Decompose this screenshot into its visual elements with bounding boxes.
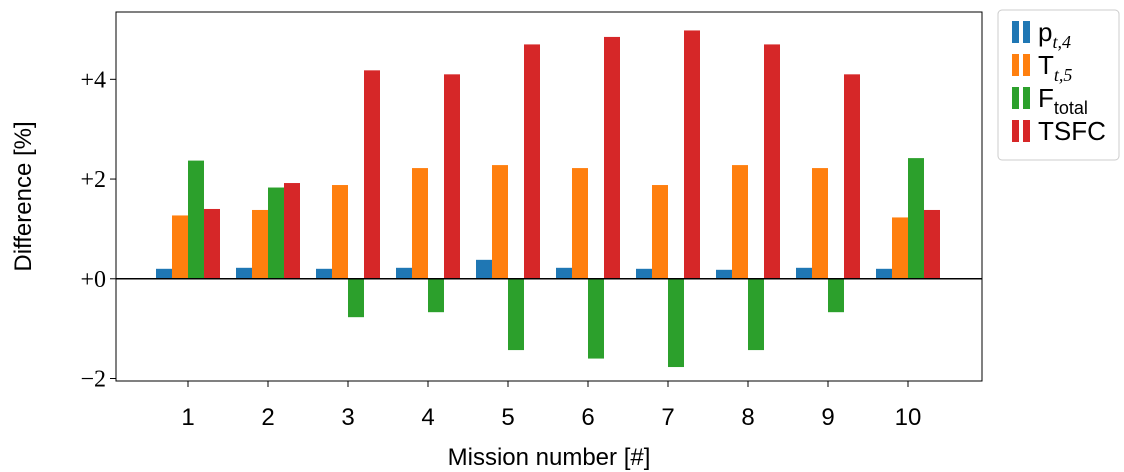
bar-f-total-mission-5 (508, 278, 524, 351)
x-axis-label: Mission number [#] (448, 444, 651, 471)
x-tick-label: 9 (821, 404, 834, 431)
bar-t-t-5-mission-3 (332, 185, 348, 279)
legend-swatch-f-total (1012, 87, 1019, 109)
x-tick-label: 7 (661, 404, 674, 431)
y-tick-label: +2 (80, 167, 106, 193)
bar-tsfc-mission-4 (444, 74, 460, 279)
bar-tsfc-mission-1 (204, 208, 220, 279)
bar-f-total-mission-9 (828, 278, 844, 313)
y-tick-label: −2 (80, 367, 106, 393)
x-tick-label: 4 (421, 404, 434, 431)
legend-swatch-f-total (1023, 87, 1030, 109)
bar-f-total-mission-4 (428, 278, 444, 313)
bar-t-t-5-mission-2 (252, 209, 268, 279)
bar-t-t-5-mission-1 (172, 215, 188, 279)
legend-label-t-t-5: Tt,5 (1038, 50, 1072, 85)
bar-p-t-4-mission-8 (716, 269, 732, 279)
bar-p-t-4-mission-7 (636, 268, 652, 279)
x-tick-label: 8 (741, 404, 754, 431)
x-tick-label: 6 (581, 404, 594, 431)
legend-swatch-p-t-4 (1012, 21, 1019, 43)
bar-p-t-4-mission-3 (316, 268, 332, 279)
bar-tsfc-mission-10 (924, 209, 940, 279)
y-axis-label: Difference [%] (10, 121, 37, 271)
bar-tsfc-mission-5 (524, 44, 540, 279)
legend-swatch-tsfc (1012, 120, 1019, 142)
bar-p-t-4-mission-10 (876, 268, 892, 279)
bar-p-t-4-mission-6 (556, 267, 572, 279)
bars-layer (156, 30, 940, 368)
x-tick-label: 5 (501, 404, 514, 431)
x-tick-label: 3 (341, 404, 354, 431)
bar-tsfc-mission-7 (684, 30, 700, 279)
bar-f-total-mission-6 (588, 278, 604, 359)
legend-swatch-p-t-4 (1023, 21, 1030, 43)
bar-f-total-mission-10 (908, 158, 924, 279)
plot-frame (115, 11, 983, 382)
legend-swatch-tsfc (1023, 120, 1030, 142)
bar-f-total-mission-7 (668, 278, 684, 368)
bar-p-t-4-mission-1 (156, 268, 172, 279)
x-tick-label: 2 (261, 404, 274, 431)
bar-p-t-4-mission-2 (236, 267, 252, 279)
bar-tsfc-mission-6 (604, 36, 620, 279)
bar-f-total-mission-3 (348, 278, 364, 318)
bar-tsfc-mission-8 (764, 44, 780, 279)
axes-layer: −2 +0 +2 +4 1 2 3 4 5 6 7 8 9 10 (80, 11, 983, 431)
bar-t-t-5-mission-4 (412, 168, 428, 279)
bar-t-t-5-mission-9 (812, 168, 828, 279)
legend-label-tsfc: TSFC (1038, 116, 1106, 146)
bar-tsfc-mission-3 (364, 70, 380, 279)
legend-label-p-t-4: pt,4 (1038, 17, 1071, 52)
bar-p-t-4-mission-4 (396, 267, 412, 279)
bar-p-t-4-mission-5 (476, 259, 492, 279)
legend-swatch-t-t-5 (1023, 54, 1030, 76)
bar-t-t-5-mission-10 (892, 217, 908, 279)
y-tick-label: +4 (80, 67, 106, 93)
bar-t-t-5-mission-6 (572, 168, 588, 279)
bar-p-t-4-mission-9 (796, 267, 812, 279)
bar-tsfc-mission-2 (284, 183, 300, 279)
legend-swatch-t-t-5 (1012, 54, 1019, 76)
bar-f-total-mission-2 (268, 187, 284, 279)
bar-f-total-mission-8 (748, 278, 764, 351)
x-tick-label: 1 (181, 404, 194, 431)
bar-f-total-mission-1 (188, 160, 204, 279)
x-tick-label: 10 (895, 404, 922, 431)
bar-t-t-5-mission-8 (732, 165, 748, 279)
legend-label-f-total: Ftotal (1038, 83, 1088, 118)
bar-t-t-5-mission-5 (492, 165, 508, 279)
y-tick-label: +0 (80, 267, 106, 293)
bar-tsfc-mission-9 (844, 74, 860, 279)
bar-t-t-5-mission-7 (652, 185, 668, 279)
